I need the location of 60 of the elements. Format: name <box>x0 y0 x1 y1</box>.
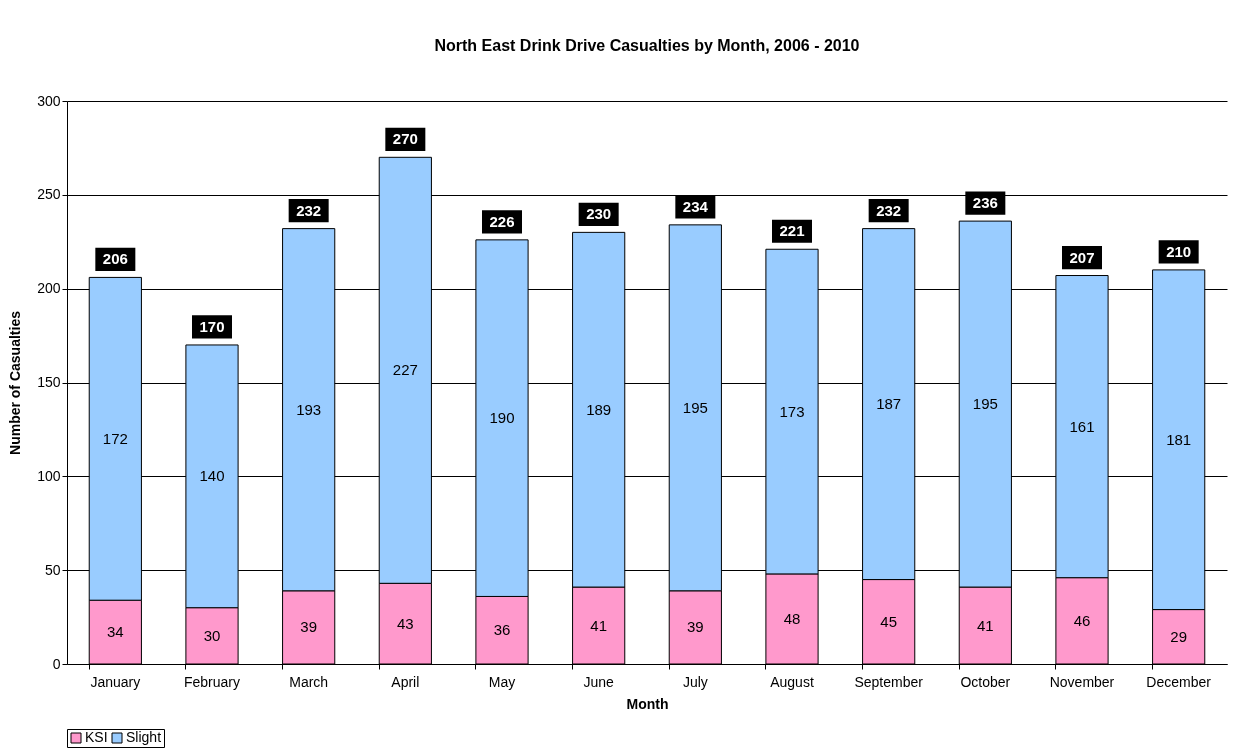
x-axis-title: Month <box>626 695 669 712</box>
legend-label: KSI <box>85 729 108 745</box>
data-label: 189 <box>586 400 612 418</box>
y-tick-label: 250 <box>37 186 61 203</box>
x-tick-label: February <box>183 673 241 690</box>
data-label: 227 <box>392 361 418 379</box>
data-label: 190 <box>489 409 515 427</box>
total-label: 206 <box>102 250 128 268</box>
data-label: 41 <box>976 616 994 634</box>
x-tick-label: August <box>770 673 814 690</box>
x-tick-label: June <box>583 673 615 690</box>
data-label: 161 <box>1069 417 1095 435</box>
x-tick-label: December <box>1146 673 1212 690</box>
data-label: 195 <box>682 398 708 416</box>
y-tick-label: 300 <box>37 92 61 109</box>
total-label: 236 <box>972 194 998 212</box>
x-tick-label: September <box>854 673 924 690</box>
data-label: 39 <box>686 618 704 636</box>
x-tick-label: November <box>1049 673 1115 690</box>
data-label: 39 <box>300 618 318 636</box>
total-label: 232 <box>876 201 902 219</box>
data-label: 30 <box>203 626 221 644</box>
x-tick-label: April <box>391 673 420 690</box>
total-label: 207 <box>1069 248 1095 266</box>
data-label: 195 <box>972 395 998 413</box>
total-label: 232 <box>296 201 322 219</box>
y-tick-label: 0 <box>52 655 61 672</box>
data-label: 45 <box>880 612 898 630</box>
total-label: 230 <box>586 205 612 223</box>
y-tick-label: 100 <box>37 467 61 484</box>
data-label: 34 <box>106 623 124 641</box>
y-tick-label: 50 <box>44 561 61 578</box>
data-label: 48 <box>783 609 801 627</box>
data-label: 193 <box>296 400 322 418</box>
data-label: 172 <box>102 429 128 447</box>
data-label: 41 <box>590 616 608 634</box>
total-label: 234 <box>682 197 709 215</box>
x-tick-label: May <box>488 673 516 690</box>
y-axis-title: Number of Casualties <box>7 310 24 455</box>
data-label: 46 <box>1073 611 1091 629</box>
data-label: 173 <box>779 402 805 420</box>
total-label: 221 <box>779 222 805 240</box>
data-label: 43 <box>396 614 414 632</box>
data-label: 187 <box>876 395 902 413</box>
total-label: 210 <box>1166 242 1192 260</box>
x-tick-label: January <box>90 673 141 690</box>
data-label: 181 <box>1166 430 1192 448</box>
total-label: 170 <box>199 317 225 335</box>
x-tick-label: July <box>682 673 708 690</box>
total-label: 270 <box>392 130 418 148</box>
x-tick-label: March <box>289 673 329 690</box>
total-label: 226 <box>489 212 515 230</box>
legend-label: Slight <box>126 729 162 745</box>
data-label: 29 <box>1170 627 1188 645</box>
chart-title: North East Drink Drive Casualties by Month, 2006 - 2010 <box>434 37 860 54</box>
y-tick-label: 150 <box>37 374 61 390</box>
data-label: 36 <box>493 621 511 639</box>
data-label: 140 <box>199 467 225 485</box>
y-tick-label: 200 <box>37 280 61 297</box>
x-tick-label: October <box>960 673 1011 690</box>
